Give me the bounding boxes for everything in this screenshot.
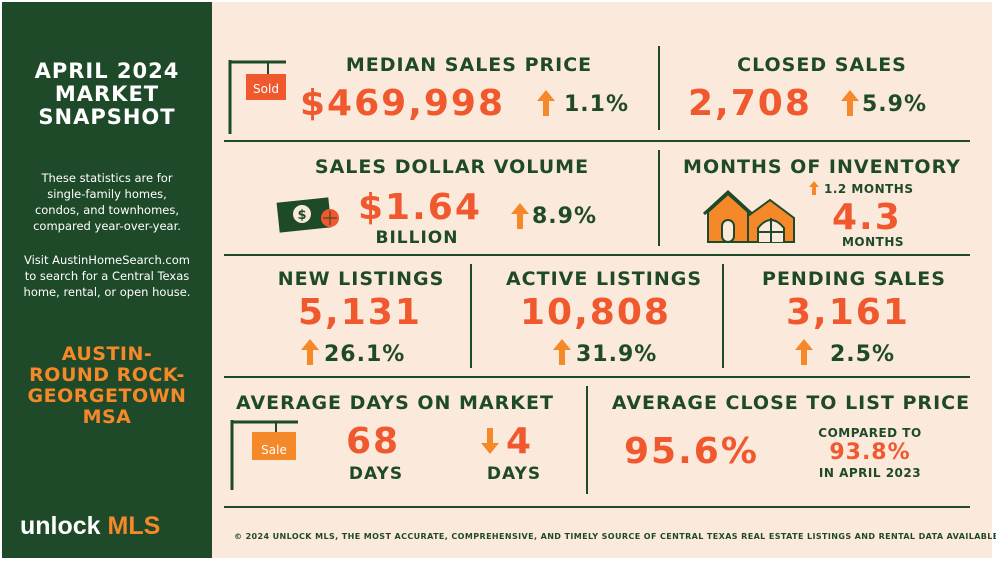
sales-dollar-volume-unit: BILLION (375, 228, 459, 248)
divider (224, 254, 970, 256)
active-listings-value: 10,808 (520, 292, 671, 333)
closed-sales-title: CLOSED SALES (737, 54, 907, 76)
median-sales-price-value: $469,998 (300, 83, 506, 124)
divider (722, 264, 724, 368)
compared-label: COMPARED TO (818, 426, 922, 440)
new-listings-title: NEW LISTINGS (277, 268, 445, 290)
pending-sales-title: PENDING SALES (762, 268, 946, 290)
description-line: These statistics are for (41, 171, 173, 185)
active-listings-change: 31.9% (576, 342, 658, 367)
main-panel: Sold MEDIAN SALES PRICE $469,998 1.1% CL… (212, 2, 996, 558)
divider (658, 46, 660, 130)
house-icon (702, 189, 795, 243)
money-bill-icon: $ (276, 197, 339, 233)
average-close-to-list-value: 95.6% (624, 431, 759, 472)
divider (224, 140, 970, 142)
sidebar: APRIL 2024 MARKET SNAPSHOT These statist… (2, 2, 212, 558)
description-line: compared year-over-year. (33, 219, 181, 233)
visit-note: Visit AustinHomeSearch.com to search for… (10, 252, 204, 300)
months-of-inventory-title: MONTHS OF INVENTORY (683, 156, 961, 178)
new-listings-change: 26.1% (324, 342, 406, 367)
visit-line: Visit AustinHomeSearch.com (24, 253, 190, 267)
description: These statistics are for single-family h… (12, 170, 202, 234)
arrow-down-icon (481, 428, 499, 454)
average-close-to-list-title: AVERAGE CLOSE TO LIST PRICE (611, 392, 971, 414)
median-sales-price-change: 1.1% (564, 92, 630, 117)
title-line: APRIL 2024 (34, 59, 180, 83)
region-line: GEORGETOWN (27, 385, 187, 407)
pending-sales-change: 2.5% (830, 342, 896, 367)
arrow-up-icon (553, 339, 571, 365)
arrow-up-icon (301, 339, 319, 365)
divider (658, 150, 660, 246)
active-listings-title: ACTIVE LISTINGS (505, 268, 703, 290)
months-of-inventory-change: 1.2 MONTHS (824, 182, 914, 196)
arrow-up-icon (511, 203, 529, 229)
visit-line: to search for a Central Texas (24, 269, 190, 283)
logo-mls-text: MLS (107, 512, 161, 540)
sale-sign-icon (230, 420, 298, 490)
arrow-up-icon (809, 181, 819, 195)
months-of-inventory-unit: MONTHS (841, 235, 905, 249)
divider (470, 264, 472, 368)
divider (224, 376, 970, 378)
closed-sales-change: 5.9% (862, 92, 928, 117)
region-name: AUSTIN- ROUND ROCK- GEORGETOWN MSA (2, 344, 212, 428)
closed-sales-value: 2,708 (688, 83, 812, 124)
divider (224, 506, 970, 508)
average-days-on-market-value: 68 (346, 421, 401, 462)
average-days-on-market-title: AVERAGE DAYS ON MARKET (236, 392, 554, 414)
region-line: MSA (82, 406, 132, 428)
svg-text:$: $ (297, 208, 306, 223)
average-days-on-market-change-unit: DAYS (486, 464, 542, 484)
sales-dollar-volume-change: 8.9% (532, 204, 598, 229)
description-line: condos, and townhomes, (34, 203, 180, 217)
visit-line: home, rental, or open house. (23, 285, 191, 299)
description-line: single-family homes, (47, 187, 167, 201)
sale-sign-label: Sale (261, 443, 287, 457)
logo-unlock-text: unlock (20, 512, 101, 540)
arrow-up-icon (841, 90, 859, 116)
title-line: MARKET (54, 82, 160, 106)
report-title: APRIL 2024 MARKET SNAPSHOT (2, 60, 212, 129)
average-days-on-market-unit: DAYS (348, 464, 404, 484)
unlock-mls-logo: unlock MLS (20, 512, 160, 540)
region-line: AUSTIN- (61, 343, 153, 365)
compared-period: IN APRIL 2023 (818, 466, 922, 480)
new-listings-value: 5,131 (298, 292, 422, 333)
sold-sign-label: Sold (253, 82, 279, 96)
months-of-inventory-value: 4.3 (832, 197, 902, 238)
arrow-up-icon (537, 90, 555, 116)
pending-sales-value: 3,161 (786, 292, 910, 333)
arrow-up-icon (795, 339, 813, 365)
footer-copyright: © 2024 UNLOCK MLS, THE MOST ACCURATE, CO… (234, 532, 996, 541)
divider (586, 386, 588, 494)
sales-dollar-volume-title: SALES DOLLAR VOLUME (314, 156, 590, 178)
median-sales-price-title: MEDIAN SALES PRICE (345, 54, 593, 76)
sold-sign-icon (228, 60, 286, 134)
compared-value: 93.8% (829, 440, 911, 465)
region-line: ROUND ROCK- (29, 364, 185, 386)
sales-dollar-volume-value: $1.64 (358, 187, 482, 228)
average-days-on-market-change: 4 (506, 421, 534, 462)
title-line: SNAPSHOT (38, 105, 176, 129)
